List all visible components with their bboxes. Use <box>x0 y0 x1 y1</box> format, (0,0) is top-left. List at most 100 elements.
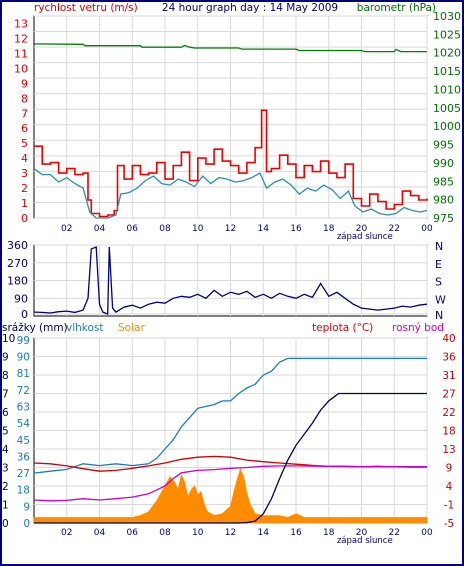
wind-time-tick: 00 <box>421 224 433 234</box>
wind-y-tick: 4 <box>21 152 28 165</box>
wind-y-tick: 8 <box>21 92 28 105</box>
baro-y-tick: 990 <box>433 157 454 170</box>
temperature-y-tick: 40 <box>442 333 455 345</box>
legend-dewpoint: rosný bod <box>392 322 444 334</box>
wind-y-tick: 2 <box>21 182 28 195</box>
humidity-y-tick: 63 <box>17 401 30 413</box>
humidity-y-tick: 54 <box>17 418 31 430</box>
humidity-y-tick: 90 <box>17 352 30 364</box>
humidity-line <box>33 357 427 474</box>
wind-time-tick: 18 <box>323 224 335 234</box>
rain-y-tick: 4 <box>2 444 9 456</box>
barometer-line <box>33 43 427 53</box>
temperature-y-tick: 22 <box>442 407 455 419</box>
wind-time-tick: 08 <box>159 224 171 234</box>
wind-y-tick: 9 <box>21 77 28 90</box>
wind-time-tick: 14 <box>258 224 270 234</box>
wind-time-tick: 22 <box>389 224 400 234</box>
temperature-y-tick: 13 <box>442 444 455 456</box>
direction-y-tick: 90 <box>14 292 28 305</box>
climate-time-tick: 18 <box>323 528 335 538</box>
humidity-y-tick: 9 <box>23 501 30 513</box>
wind-y-tick: 3 <box>21 167 28 180</box>
compass-tick: W <box>435 293 446 306</box>
temperature-y-tick: 9 <box>446 463 453 475</box>
climate-time-tick: 08 <box>159 528 171 538</box>
wind-time-tick: 16 <box>290 224 302 234</box>
legend-humidity: vlhkost <box>66 322 104 334</box>
baro-y-tick: 985 <box>433 175 454 188</box>
baro-y-tick: 1020 <box>433 47 461 60</box>
sunset-label: západ slunce <box>337 232 393 242</box>
climate-time-tick: 04 <box>94 528 106 538</box>
wind-y-tick: 12 <box>14 32 28 45</box>
humidity-y-tick: 18 <box>17 485 30 497</box>
baro-y-tick: 1015 <box>433 65 461 78</box>
compass-tick: N <box>435 309 443 322</box>
humidity-y-tick: 36 <box>17 451 31 463</box>
wind-axis-label: rychlost vetru (m/s) <box>34 2 138 14</box>
compass-tick: N <box>435 240 443 253</box>
wind-time-tick: 06 <box>127 224 139 234</box>
legend-rain: srážky (mm) <box>2 322 68 334</box>
climate-time-tick: 14 <box>258 528 270 538</box>
legend-solar: Solar <box>118 322 145 334</box>
baro-y-tick: 1025 <box>433 28 461 41</box>
wind-y-tick: 1 <box>21 197 28 210</box>
wind-y-tick: 5 <box>21 137 28 150</box>
wind-barometer-panel: 0123456789101112139759809859909951000100… <box>14 10 461 242</box>
humidity-y-tick: 27 <box>17 468 30 480</box>
rain-y-tick: 7 <box>2 389 9 401</box>
legend-temperature: teplota (°C) <box>312 322 373 334</box>
climate-time-tick: 22 <box>389 528 400 538</box>
wind-y-tick: 10 <box>14 62 28 75</box>
humidity-y-tick: 81 <box>17 368 30 380</box>
wind-time-tick: 20 <box>356 224 368 234</box>
wind-average-line <box>33 168 428 219</box>
compass-tick: E <box>435 258 442 271</box>
temperature-y-tick: 31 <box>442 370 455 382</box>
wind-direction-line <box>33 246 428 315</box>
wind-time-tick: 02 <box>61 224 72 234</box>
sunset-label-bottom: západ slunce <box>337 536 393 546</box>
dewpoint-line <box>33 465 427 502</box>
graph-title: 24 hour graph day : 14 May 2009 <box>162 2 338 14</box>
baro-y-tick: 975 <box>433 212 454 225</box>
wind-y-tick: 13 <box>14 17 28 30</box>
direction-y-tick: 180 <box>7 275 28 288</box>
wind-y-tick: 0 <box>21 212 28 225</box>
humidity-y-tick: 99 <box>17 335 30 347</box>
wind-y-tick: 7 <box>21 107 28 120</box>
humidity-y-tick: 45 <box>17 435 30 447</box>
humidity-y-tick: 0 <box>23 518 30 530</box>
temperature-y-tick: 27 <box>442 389 455 401</box>
wind-time-tick: 04 <box>94 224 106 234</box>
climate-time-tick: 06 <box>127 528 139 538</box>
climate-time-tick: 12 <box>225 528 236 538</box>
climate-time-tick: 10 <box>192 528 204 538</box>
rain-y-tick: 9 <box>2 352 9 364</box>
rain-y-tick: 5 <box>2 426 9 438</box>
baro-y-tick: 995 <box>433 139 454 152</box>
climate-time-tick: 00 <box>421 528 433 538</box>
temperature-humidity-panel: srážky (mm) vlhkost Solar teplota (°C) r… <box>2 322 456 546</box>
baro-y-tick: 980 <box>433 194 454 207</box>
temperature-y-tick: 18 <box>442 426 455 438</box>
rain-y-tick: 8 <box>2 370 9 382</box>
temperature-y-tick: 4 <box>446 481 453 493</box>
rain-y-tick: 3 <box>2 463 9 475</box>
temperature-y-tick: -5 <box>444 518 454 530</box>
wind-y-tick: 11 <box>14 47 28 60</box>
rain-y-tick: 2 <box>2 481 9 493</box>
wind-time-tick: 10 <box>192 224 204 234</box>
direction-y-tick: 270 <box>7 257 28 270</box>
climate-time-tick: 02 <box>61 528 72 538</box>
temperature-y-tick: -1 <box>444 500 454 512</box>
baro-y-tick: 1005 <box>433 102 461 115</box>
temperature-y-tick: 36 <box>442 352 456 364</box>
humidity-y-tick: 72 <box>17 385 30 397</box>
climate-time-tick: 16 <box>290 528 302 538</box>
baro-y-tick: 1030 <box>433 10 461 23</box>
